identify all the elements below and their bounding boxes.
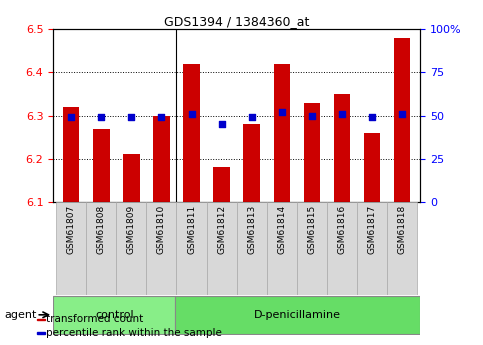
Bar xyxy=(146,202,176,295)
Bar xyxy=(183,64,200,202)
Bar xyxy=(273,64,290,202)
Bar xyxy=(304,102,320,202)
Text: control: control xyxy=(95,310,134,320)
Text: GSM61810: GSM61810 xyxy=(157,205,166,254)
Bar xyxy=(93,128,110,202)
Text: GSM61812: GSM61812 xyxy=(217,205,226,254)
Text: GSM61813: GSM61813 xyxy=(247,205,256,254)
Bar xyxy=(357,202,387,295)
Text: GSM61817: GSM61817 xyxy=(368,205,377,254)
Point xyxy=(308,113,316,118)
Text: agent: agent xyxy=(5,310,37,320)
Bar xyxy=(327,202,357,295)
Bar xyxy=(213,167,230,202)
Text: GSM61818: GSM61818 xyxy=(398,205,407,254)
Bar xyxy=(243,124,260,202)
Text: GSM61807: GSM61807 xyxy=(67,205,76,254)
Bar xyxy=(237,202,267,295)
Text: GSM61815: GSM61815 xyxy=(307,205,316,254)
Bar xyxy=(123,154,140,202)
Bar xyxy=(86,202,116,295)
Text: percentile rank within the sample: percentile rank within the sample xyxy=(46,328,222,338)
Text: D-penicillamine: D-penicillamine xyxy=(255,310,341,320)
Point xyxy=(188,111,196,117)
Text: GSM61811: GSM61811 xyxy=(187,205,196,254)
Text: GSM61808: GSM61808 xyxy=(97,205,106,254)
Bar xyxy=(37,332,45,334)
Point xyxy=(398,111,406,117)
Bar xyxy=(267,202,297,295)
Point xyxy=(368,115,376,120)
Bar xyxy=(63,107,80,202)
Bar xyxy=(176,202,207,295)
Bar xyxy=(207,202,237,295)
Point xyxy=(157,115,165,120)
Bar xyxy=(364,133,380,202)
Text: GSM61816: GSM61816 xyxy=(338,205,346,254)
Text: GSM61809: GSM61809 xyxy=(127,205,136,254)
Bar xyxy=(175,296,420,334)
Point xyxy=(248,115,256,120)
Point xyxy=(67,115,75,120)
Bar xyxy=(297,202,327,295)
Point xyxy=(278,109,285,115)
Title: GDS1394 / 1384360_at: GDS1394 / 1384360_at xyxy=(164,15,309,28)
Point xyxy=(218,121,226,127)
Point xyxy=(128,115,135,120)
Bar xyxy=(394,38,411,202)
Point xyxy=(338,111,346,117)
Bar xyxy=(116,202,146,295)
Text: transformed count: transformed count xyxy=(46,314,143,324)
Text: GSM61814: GSM61814 xyxy=(277,205,286,254)
Bar xyxy=(56,202,86,295)
Bar xyxy=(334,94,350,202)
Point xyxy=(98,115,105,120)
Bar xyxy=(153,116,170,202)
Bar xyxy=(387,202,417,295)
Bar xyxy=(37,318,45,320)
Bar xyxy=(53,296,175,334)
